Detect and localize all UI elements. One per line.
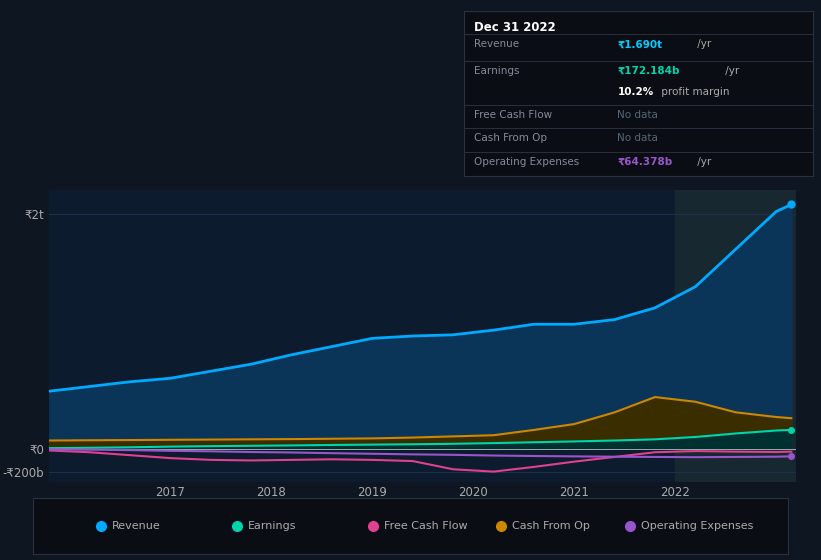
- Text: No data: No data: [617, 110, 658, 120]
- Text: No data: No data: [617, 133, 658, 143]
- Text: Free Cash Flow: Free Cash Flow: [384, 521, 468, 531]
- Text: Earnings: Earnings: [475, 66, 520, 76]
- Text: ₹172.184b: ₹172.184b: [617, 66, 680, 76]
- Text: Earnings: Earnings: [248, 521, 296, 531]
- Text: Dec 31 2022: Dec 31 2022: [475, 21, 556, 34]
- Text: 10.2%: 10.2%: [617, 87, 654, 97]
- Text: Operating Expenses: Operating Expenses: [475, 157, 580, 166]
- Text: /yr: /yr: [695, 157, 712, 166]
- Text: Cash From Op: Cash From Op: [475, 133, 548, 143]
- Text: ₹1.690t: ₹1.690t: [617, 39, 663, 49]
- Text: Cash From Op: Cash From Op: [512, 521, 590, 531]
- Bar: [675, 190, 796, 482]
- Text: Operating Expenses: Operating Expenses: [641, 521, 753, 531]
- Text: profit margin: profit margin: [658, 87, 729, 97]
- Text: /yr: /yr: [722, 66, 740, 76]
- Text: /yr: /yr: [695, 39, 712, 49]
- Text: ₹64.378b: ₹64.378b: [617, 157, 672, 166]
- Text: Revenue: Revenue: [112, 521, 161, 531]
- Text: Free Cash Flow: Free Cash Flow: [475, 110, 553, 120]
- Text: Revenue: Revenue: [475, 39, 520, 49]
